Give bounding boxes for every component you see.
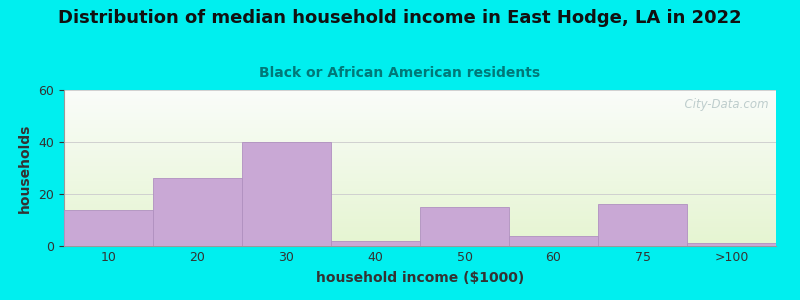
Bar [242,142,331,246]
Bar [153,178,242,246]
Bar [420,207,509,246]
Y-axis label: households: households [18,123,31,213]
Bar [598,204,687,246]
Text: Distribution of median household income in East Hodge, LA in 2022: Distribution of median household income … [58,9,742,27]
Text: Black or African American residents: Black or African American residents [259,66,541,80]
Text: City-Data.com: City-Data.com [678,98,769,111]
Bar [64,210,153,246]
Bar [509,236,598,246]
X-axis label: household income ($1000): household income ($1000) [316,271,524,285]
Bar [331,241,420,246]
Bar [687,243,776,246]
